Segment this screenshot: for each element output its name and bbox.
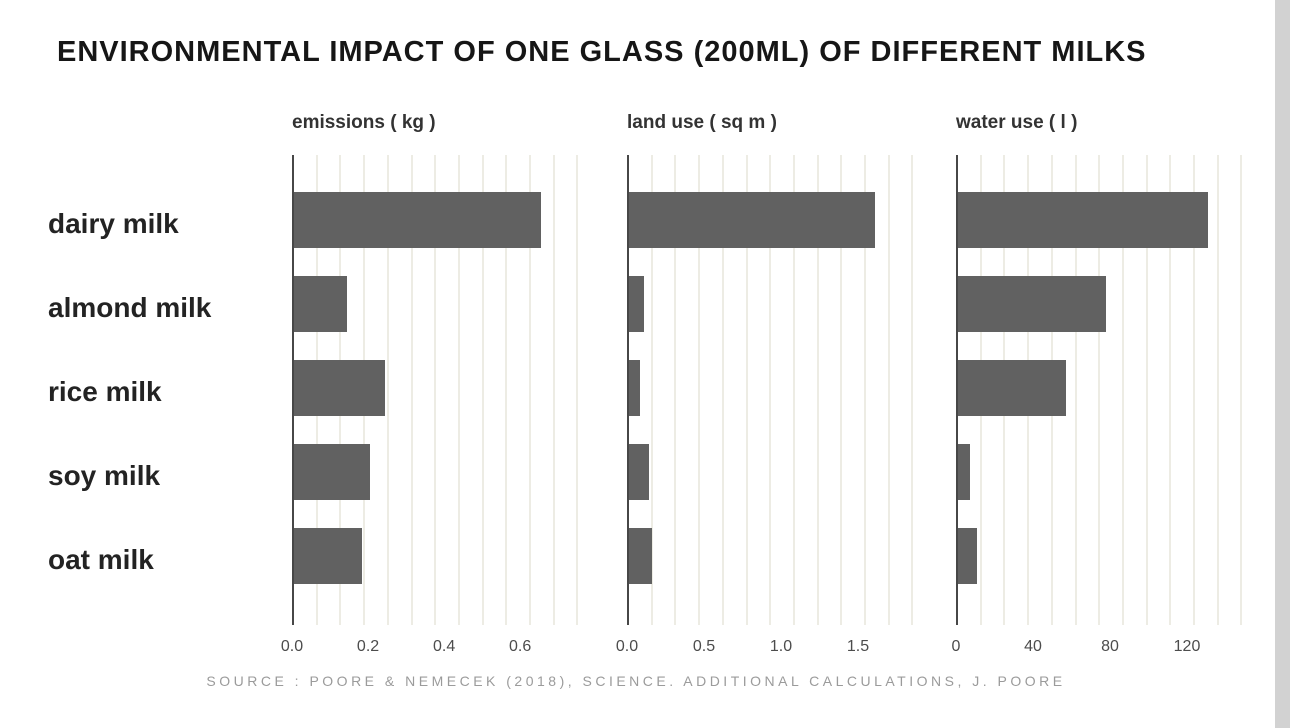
bar-soy-milk bbox=[294, 444, 371, 500]
gridline bbox=[434, 155, 437, 625]
gridline bbox=[816, 155, 819, 625]
gridline bbox=[769, 155, 772, 625]
gridline bbox=[887, 155, 890, 625]
x-tick-label: 1.5 bbox=[846, 638, 870, 655]
category-label-rice-milk: rice milk bbox=[48, 376, 162, 407]
gridline bbox=[1193, 155, 1195, 625]
x-tick-label: 0.6 bbox=[509, 638, 532, 655]
bar-oat-milk bbox=[629, 528, 653, 584]
panel-header-water-use: water use ( l ) bbox=[956, 112, 1078, 133]
category-label-soy-milk: soy milk bbox=[48, 460, 161, 491]
gridline bbox=[792, 155, 795, 625]
gridline bbox=[840, 155, 843, 625]
gridline bbox=[1098, 155, 1101, 625]
gridline bbox=[674, 155, 677, 625]
bar-oat-milk bbox=[958, 528, 978, 584]
y-axis-line bbox=[956, 155, 958, 625]
x-tick-label: 0.2 bbox=[356, 638, 380, 655]
bar-rice-milk bbox=[958, 360, 1066, 416]
bar-rice-milk bbox=[629, 360, 640, 416]
window-edge-strip bbox=[1275, 0, 1290, 728]
gridline bbox=[1240, 155, 1243, 625]
gridline bbox=[410, 155, 413, 625]
gridline bbox=[529, 155, 531, 625]
gridline bbox=[864, 155, 866, 625]
panel-header-emissions: emissions ( kg ) bbox=[292, 112, 436, 133]
bar-almond-milk bbox=[629, 276, 645, 332]
plot-water-use bbox=[956, 155, 1264, 625]
chart-title: ENVIRONMENTAL IMPACT OF ONE GLASS (200ML… bbox=[57, 36, 1147, 68]
gridline bbox=[1074, 155, 1077, 625]
x-tick-label: 0 bbox=[951, 638, 961, 655]
category-label-dairy-milk: dairy milk bbox=[48, 208, 179, 239]
x-tick-label: 0.4 bbox=[432, 638, 456, 655]
x-tick-label: 80 bbox=[1101, 638, 1119, 655]
gridline bbox=[481, 155, 484, 625]
x-tick-label: 1.0 bbox=[769, 638, 793, 655]
gridline bbox=[721, 155, 724, 625]
gridline bbox=[552, 155, 555, 625]
gridline bbox=[1145, 155, 1148, 625]
y-axis-line bbox=[627, 155, 629, 625]
gridline bbox=[1216, 155, 1219, 625]
gridline bbox=[650, 155, 653, 625]
x-tick-label: 0.0 bbox=[280, 638, 304, 655]
bar-oat-milk bbox=[294, 528, 363, 584]
x-tick-label: 0.0 bbox=[615, 638, 639, 655]
gridline bbox=[1121, 155, 1124, 625]
plot-emissions bbox=[292, 155, 600, 625]
x-tick-label: 0.5 bbox=[692, 638, 716, 655]
gridline bbox=[386, 155, 389, 625]
bar-dairy-milk bbox=[629, 192, 876, 248]
bar-almond-milk bbox=[294, 276, 348, 332]
gridline bbox=[505, 155, 508, 625]
gridline bbox=[745, 155, 748, 625]
x-tick-label: 40 bbox=[1024, 638, 1042, 655]
bar-dairy-milk bbox=[294, 192, 542, 248]
y-axis-line bbox=[292, 155, 294, 625]
gridline bbox=[698, 155, 701, 625]
gridline bbox=[457, 155, 460, 625]
bar-dairy-milk bbox=[958, 192, 1209, 248]
panel-header-land-use: land use ( sq m ) bbox=[627, 112, 777, 133]
source-credit: SOURCE : POORE & NEMECEK (2018), SCIENCE… bbox=[206, 673, 1066, 689]
category-label-oat-milk: oat milk bbox=[48, 544, 154, 575]
bar-rice-milk bbox=[294, 360, 386, 416]
gridline bbox=[911, 155, 914, 625]
category-label-almond-milk: almond milk bbox=[48, 292, 212, 323]
bar-almond-milk bbox=[958, 276, 1107, 332]
bar-soy-milk bbox=[958, 444, 970, 500]
gridline bbox=[576, 155, 579, 625]
plot-land-use bbox=[627, 155, 935, 625]
gridline bbox=[1169, 155, 1172, 625]
x-tick-label: 120 bbox=[1173, 638, 1201, 655]
bar-soy-milk bbox=[629, 444, 650, 500]
